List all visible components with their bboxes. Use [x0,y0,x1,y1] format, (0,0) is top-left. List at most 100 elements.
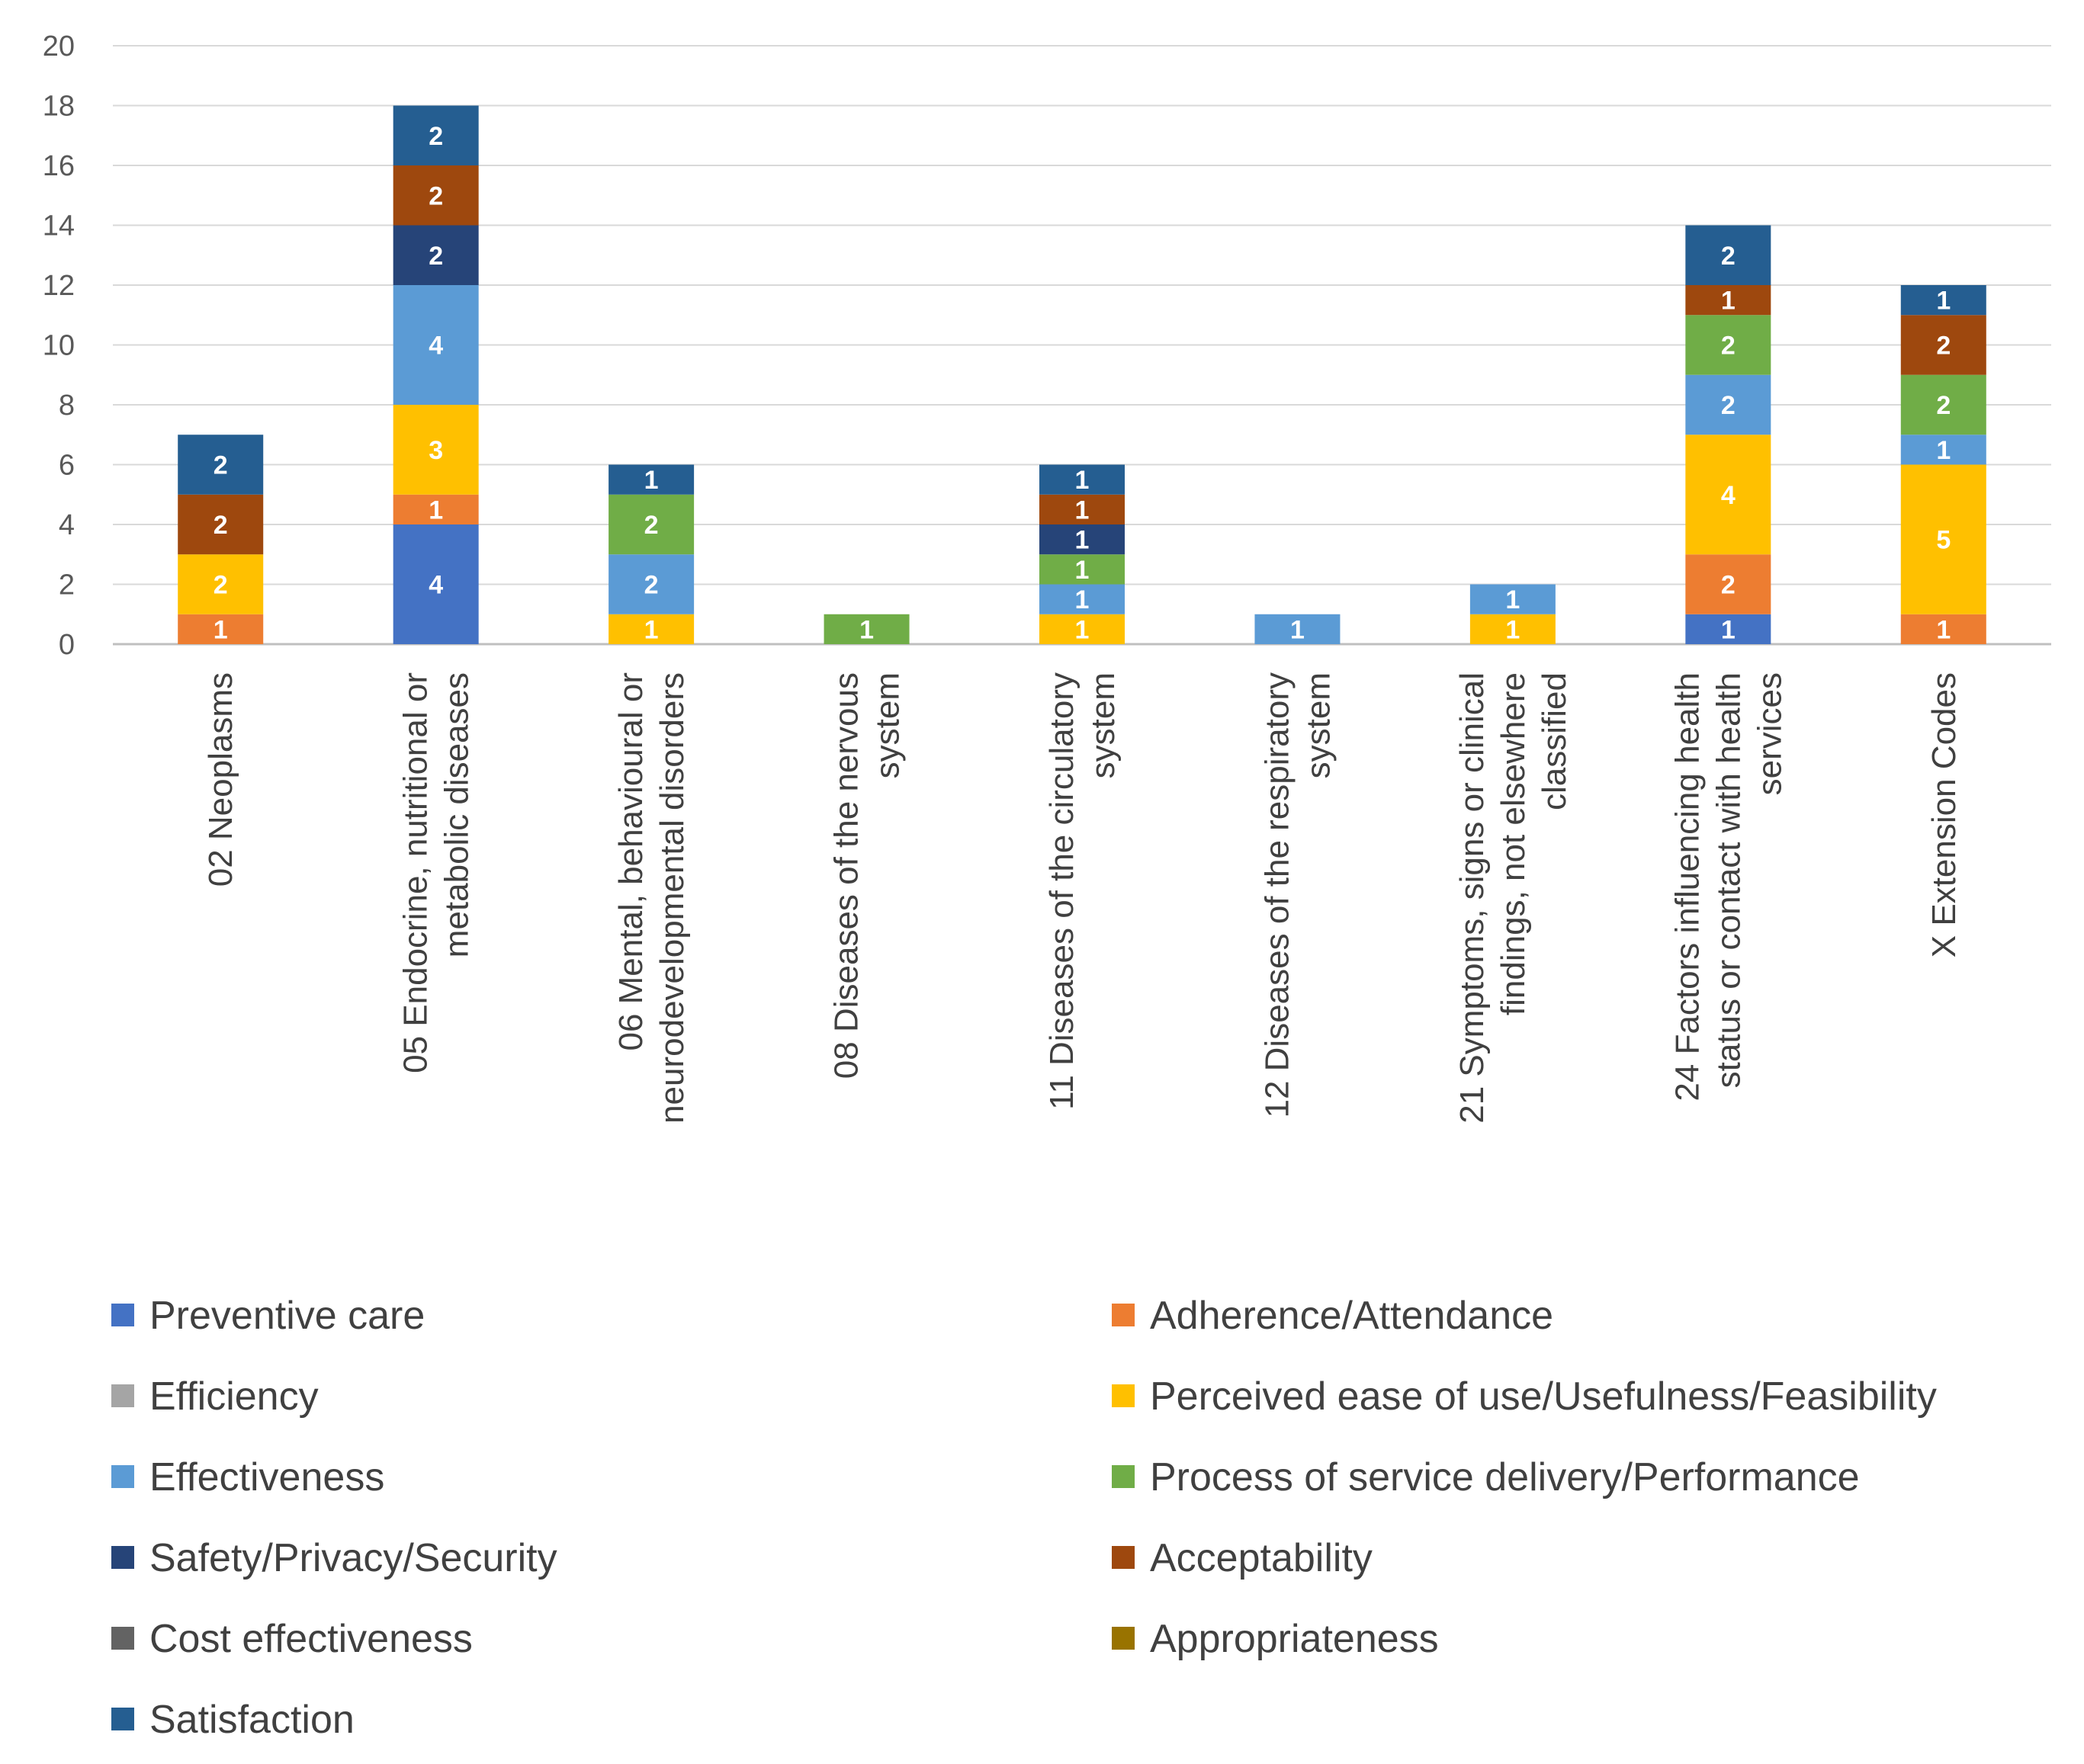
legend-label: Effectiveness [149,1455,384,1499]
bar-segment [1900,315,1986,375]
y-tick-label: 0 [59,629,75,661]
bar-segment [1900,614,1986,644]
legend-swatch [1112,1384,1135,1407]
bar-segment [393,405,479,495]
y-tick-label: 10 [43,330,75,362]
category-label: classified [1536,672,1573,810]
legend-swatch [111,1304,134,1326]
bars [178,105,1986,644]
y-tick-label: 4 [59,509,75,541]
bar-value-label: 2 [1721,571,1736,600]
bar-value-label: 4 [429,332,443,361]
bar-segment [609,614,695,644]
bar-value-label: 1 [1936,287,1951,316]
bar-value-label: 1 [1936,436,1951,465]
bar-segment [178,435,264,495]
bar-value-label: 2 [429,181,443,210]
bar-value-label: 3 [429,436,443,465]
bar-segment [393,494,479,524]
category-label: 05 Endocrine, nutritional or [397,672,435,1073]
bar-segment [1900,435,1986,465]
legend-label: Safety/Privacy/Security [149,1536,557,1580]
bar-segment [178,554,264,614]
y-tick-label: 12 [43,270,75,302]
bar-value-label: 1 [1290,615,1305,644]
legend-swatch [111,1546,134,1569]
y-tick-label: 20 [43,30,75,63]
category-label: 21 Symptoms, signs or clinical [1453,672,1491,1124]
category-label: metabolic diseases [438,672,476,957]
category-label: status or contact with health [1710,672,1747,1088]
bar-value-label: 1 [429,496,443,524]
bar-segment [1685,554,1771,614]
bar-value-label: 2 [1721,242,1736,271]
category-label: 02 Neoplasms [202,672,239,887]
bar-value-label: 2 [644,571,659,600]
legend-label: Appropriateness [1150,1617,1439,1661]
legend-swatch [111,1708,134,1730]
category-label: X Extension Codes [1925,672,1963,957]
bar-value-label: 2 [214,571,228,600]
bar-value-label: 1 [1075,466,1090,495]
bar-segment [1900,285,1986,316]
bar-segment [393,225,479,285]
legend-swatch [111,1384,134,1407]
legend-swatch [1112,1465,1135,1488]
category-label: services [1751,672,1788,795]
legend-label: Efficiency [149,1374,319,1419]
bar-value-label: 1 [644,466,659,495]
legend-swatch [1112,1627,1135,1650]
bar-segment [1685,315,1771,375]
bar-value-label: 1 [644,615,659,644]
legend-swatch [111,1627,134,1650]
bar-segment [1469,584,1556,614]
y-tick-label: 2 [59,569,75,601]
bar-value-label: 5 [1936,526,1951,555]
y-axis-ticks: 0 2 4 6 8 10 12 14 16 18 20 [43,30,75,661]
bar-segment [1685,374,1771,435]
legend-label: Adherence/Attendance [1150,1294,1553,1338]
category-label: 08 Diseases of the nervous [828,672,865,1079]
bar-segment [1039,584,1125,614]
bar-value-label: 2 [644,511,659,540]
bar-segment [609,494,695,555]
bar-segment [1685,225,1771,285]
bar-segment [1039,494,1125,524]
legend-label: Perceived ease of use/Usefulness/Feasibi… [1150,1374,1937,1419]
bar-value-label: 2 [429,242,443,271]
bar-value-label: 1 [1075,496,1090,524]
bar-segment [609,554,695,614]
bar-value-label: 2 [429,122,443,151]
bar-value-label: 1 [1505,615,1520,644]
bar-value-label: 1 [1075,556,1090,585]
bar-segment [1469,614,1556,644]
bar-segment [393,105,479,165]
category-label: 24 Factors influencing health [1668,672,1706,1102]
bar-value-label: 2 [1721,332,1736,361]
legend-label: Preventive care [149,1294,425,1338]
bar-value-label: 1 [1075,585,1090,614]
bar-segment [178,614,264,644]
category-label: system [869,672,907,778]
bar-segment [1039,614,1125,644]
legend: Preventive care Adherence/Attendance Effic… [111,1294,1937,1742]
bar-segment [824,614,910,644]
bar-value-label: 1 [1936,615,1951,644]
y-tick-label: 6 [59,450,75,482]
bar-value-label: 1 [1721,287,1736,316]
bar-value-label: 1 [1505,585,1520,614]
bar-value-label: 1 [859,615,874,644]
bar-segment [609,464,695,495]
category-label: 12 Diseases of the respiratory [1258,672,1296,1118]
bar-value-label: 2 [214,511,228,540]
bar-segment [393,165,479,226]
legend-label: Cost effectiveness [149,1617,473,1661]
legend-swatch [1112,1304,1135,1326]
bar-value-label: 2 [1721,391,1736,420]
bar-segment [1685,285,1771,316]
bar-segment [1900,374,1986,435]
legend-swatch [1112,1546,1135,1569]
bar-segment [1254,614,1341,644]
